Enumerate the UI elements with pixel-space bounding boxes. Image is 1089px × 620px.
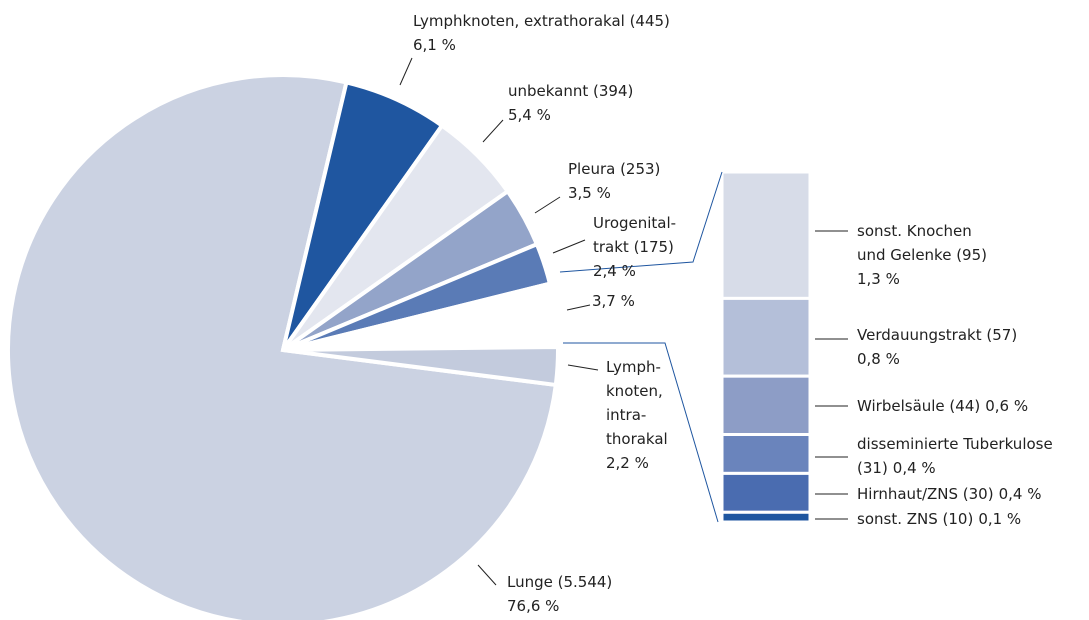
- label-category: unbekannt (394): [508, 82, 634, 100]
- slice-label: Lunge (5.544) 76,6 %: [507, 570, 612, 618]
- leader-line: [552, 239, 586, 254]
- label-category: Verdauungstrakt (57): [857, 326, 1018, 344]
- segment-label: Hirnhaut/ZNS (30) 0,4 %: [857, 482, 1041, 506]
- bar-segment: [720, 471, 812, 514]
- segment-label: sonst. ZNS (10) 0,1 %: [857, 507, 1021, 531]
- bar-segment: [720, 170, 812, 300]
- slice-label: Lymphknoten, extrathorakal (445) 6,1 %: [413, 9, 670, 57]
- value-label: 0,1 %: [978, 510, 1022, 528]
- value-label: 0,8 %: [857, 350, 900, 368]
- label-category: Pleura (253): [568, 160, 661, 178]
- connector-line: [559, 171, 723, 273]
- slice-label: Pleura (253) 3,5 %: [568, 157, 660, 205]
- label-category: sonst. ZNS (10): [857, 510, 974, 528]
- label-category: Wirbelsäule (44): [857, 397, 981, 415]
- label-category: disseminierte Tuberkulose (31): [857, 435, 1053, 477]
- connector-line: [563, 342, 719, 523]
- segment-label: sonst. Knochen und Gelenke (95) 1,3 %: [857, 219, 987, 291]
- label-category: sonst. Knochen und Gelenke (95): [857, 222, 987, 264]
- value-label: 3,7 %: [592, 292, 635, 310]
- slice-label: 3,7 %: [592, 289, 635, 313]
- leader-line: [566, 304, 591, 311]
- value-label: 0,4 %: [892, 459, 936, 477]
- value-label: 0,4 %: [998, 485, 1042, 503]
- label-category: Lunge (5.544): [507, 573, 613, 591]
- label-category: Lymph- knoten, intra- thorakal: [606, 358, 668, 448]
- leader-line: [477, 564, 497, 586]
- bar-segment: [720, 374, 812, 436]
- slice-label: Urogenital- trakt (175) 2,4 %: [593, 211, 676, 283]
- value-label: 76,6 %: [507, 597, 560, 615]
- bar-segment: [720, 433, 812, 475]
- value-label: 3,5 %: [568, 184, 611, 202]
- label-category: Hirnhaut/ZNS (30): [857, 485, 994, 503]
- bar-segment: [720, 510, 812, 524]
- leader-line: [567, 364, 599, 371]
- label-category: Urogenital- trakt (175): [593, 214, 677, 256]
- value-label: 2,2 %: [606, 454, 649, 472]
- value-label: 6,1 %: [413, 36, 456, 54]
- value-label: 1,3 %: [857, 270, 900, 288]
- leader-line: [399, 57, 413, 86]
- value-label: 5,4 %: [508, 106, 551, 124]
- value-label: 0,6 %: [985, 397, 1029, 415]
- label-category: Lymphknoten, extrathorakal (445): [413, 12, 670, 30]
- connectors: [559, 171, 723, 523]
- leader-line: [482, 119, 504, 143]
- value-label: 2,4 %: [593, 262, 636, 280]
- slice-label: unbekannt (394) 5,4 %: [508, 79, 633, 127]
- segment-label: Wirbelsäule (44) 0,6 %: [857, 394, 1028, 418]
- segment-label: disseminierte Tuberkulose (31) 0,4 %: [857, 432, 1053, 480]
- segment-label: Verdauungstrakt (57) 0,8 %: [857, 323, 1017, 371]
- leader-lines: [399, 57, 848, 586]
- pie-slice: [282, 344, 560, 388]
- slice-label: Lymph- knoten, intra- thorakal 2,2 %: [606, 355, 668, 475]
- leader-line: [534, 196, 561, 214]
- bar-segment: [720, 296, 812, 378]
